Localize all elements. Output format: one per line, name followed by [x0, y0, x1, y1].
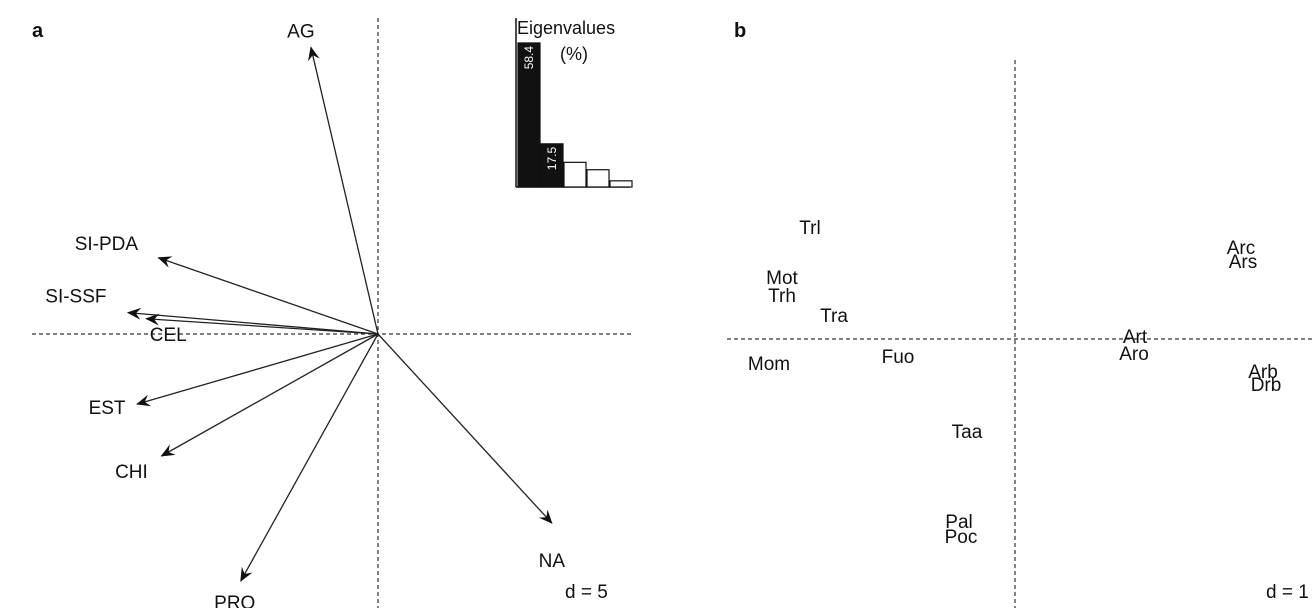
species-label-poc: Poc	[945, 527, 978, 548]
eigenvalue-inset: Eigenvalues (%) 58.4 17.5	[515, 18, 633, 188]
species-label-tra: Tra	[820, 306, 848, 327]
vector-label-si-ssf: SI-SSF	[45, 287, 106, 308]
species-label-mot: Mot	[766, 268, 798, 289]
eigenvalue-bar-5	[609, 180, 633, 188]
eigenvalue-value-label-2: 17.5	[545, 147, 559, 171]
eigenvalue-bar-3	[563, 161, 587, 188]
vector-label-na: NA	[539, 551, 566, 572]
species-label-drb: Drb	[1251, 375, 1282, 396]
species-label-trl: Trl	[799, 218, 820, 239]
eigenvalue-bars: 58.4 17.5	[517, 42, 633, 188]
eigenvalue-subtitle: (%)	[560, 44, 588, 64]
vector-arrow-pro	[240, 333, 379, 582]
vectors-layer: AG SI-PDA SI-SSF CEL EST CHI PRO NA	[45, 21, 565, 608]
panel-b-letter: b	[734, 20, 746, 42]
vector-arrow-cel	[145, 313, 379, 335]
vector-label-chi: CHI	[115, 462, 148, 483]
vector-arrow-chi	[160, 333, 379, 457]
species-label-trh: Trh	[768, 286, 796, 307]
panel-a-letter: a	[32, 20, 44, 42]
vector-arrow-ag	[308, 46, 379, 335]
eigenvalue-bar-2	[540, 143, 564, 188]
eigenvalue-bar-4	[586, 169, 610, 188]
vector-arrow-si-ssf	[126, 307, 379, 335]
eigenvalue-value-label-1: 58.4	[522, 46, 536, 70]
species-label-art: Art	[1123, 327, 1148, 348]
species-label-fuo: Fuo	[882, 347, 915, 368]
species-label-arb: Arb	[1248, 362, 1278, 383]
species-label-taa: Taa	[952, 422, 983, 443]
panel-a-scale-label: d = 5	[565, 582, 608, 603]
vector-label-ag: AG	[287, 21, 314, 42]
species-label-mom: Mom	[748, 354, 790, 375]
species-label-ars: Ars	[1229, 252, 1258, 273]
panel-b-scale-label: d = 1	[1266, 582, 1309, 603]
vector-arrow-est	[136, 333, 379, 407]
species-label-pal: Pal	[945, 512, 972, 533]
vector-arrow-na	[377, 333, 553, 524]
species-label-aro: Aro	[1119, 344, 1149, 365]
vector-label-est: EST	[89, 398, 126, 419]
panel-a: a AG SI-PDA SI-SSF CEL EST CHI PRO NA d = 5 Eig…	[32, 18, 633, 608]
vector-label-pro: PRO	[214, 593, 255, 608]
eigenvalue-bar-1	[517, 42, 541, 188]
eigenvalue-title: Eigenvalues	[517, 18, 615, 38]
species-label-arc: Arc	[1227, 238, 1256, 259]
vector-label-cel: CEL	[150, 325, 187, 346]
vector-arrow-si-pda	[157, 256, 379, 335]
vector-label-si-pda: SI-PDA	[75, 234, 139, 255]
